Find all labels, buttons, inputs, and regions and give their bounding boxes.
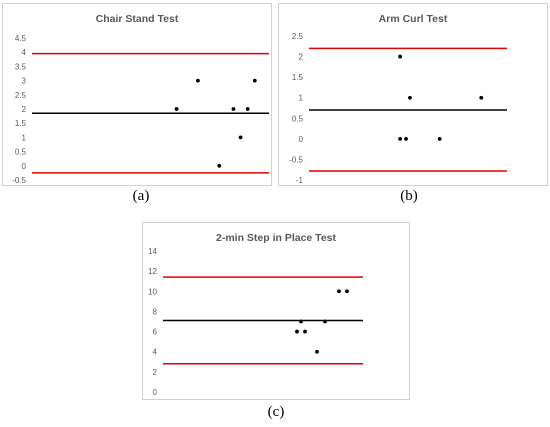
data-point [217,163,222,168]
data-point [479,95,484,100]
y-tick-label: 2 [153,368,158,377]
data-point [295,329,299,334]
y-tick-label: 3 [22,77,27,86]
y-tick-label: 1 [22,133,27,142]
chart-caption-a: (a) [132,188,150,204]
y-tick-label: -0.5 [12,176,26,185]
data-point [404,136,408,141]
y-tick-label: 4 [22,48,27,57]
y-tick-label: -0.5 [289,155,303,164]
y-tick-label: 3.5 [15,62,27,71]
chart-plot-c: 14 12 10 8 6 4 2 0 [148,247,363,397]
data-point [196,78,200,83]
y-tick-label: 2.5 [292,32,304,41]
data-point [398,54,402,59]
data-point [337,289,341,294]
y-tick-label: 0.5 [15,148,27,157]
data-point [238,135,243,140]
data-point [174,107,179,111]
data-point [437,136,442,141]
y-tick-label: 14 [148,247,157,256]
data-point [398,136,402,141]
y-tick-label: 6 [153,328,158,337]
y-tick-label: 1.5 [292,73,304,82]
y-tick-label: 1 [299,94,304,103]
data-point [245,107,250,111]
data-point [315,349,319,354]
y-tick-label: 8 [153,307,158,316]
y-tick-label: 2.5 [15,91,27,100]
chart-caption-b: (b) [400,188,418,204]
data-point [323,319,327,324]
y-tick-label: 0.5 [292,114,304,123]
data-point [303,329,307,334]
y-tick-label: 10 [148,287,157,296]
y-tick-label: 12 [148,267,157,276]
y-tick-label: 4.5 [15,34,27,43]
chart-title: 2-min Step in Place Test [215,232,336,244]
y-tick-label: -1 [296,176,304,185]
y-tick-label: 0 [22,162,27,171]
chart-plot-b: 2.5 2 1.5 1 0.5 0 -0.5 -1 [289,32,507,185]
chart-title: Arm Curl Test [378,13,448,25]
data-point [299,319,303,324]
chart-plot-a: 4.5 4 3.5 3 2.5 2 1.5 1 0.5 0 -0.5 [12,34,269,185]
chart-caption-c: (c) [267,404,285,420]
y-tick-label: 2 [299,53,304,62]
data-point [345,289,349,294]
y-tick-label: 0 [153,388,158,397]
chart-title: Chair Stand Test [95,13,179,25]
chart-panel-b: Arm Curl Test 2.5 2 1.5 1 0.5 0 -0.5 -1 [278,3,548,186]
y-tick-label: 1.5 [15,119,27,128]
chart-panel-c: 2-min Step in Place Test 14 12 10 8 6 4 2 0 [142,222,410,400]
y-tick-label: 0 [299,135,304,144]
chart-panel-a: Chair Stand Test 4.5 4 3.5 3 2.5 2 1.5 1 0.5 0 -0.… [2,3,272,186]
data-point [231,107,236,111]
y-tick-label: 2 [22,105,27,114]
data-point [408,95,412,100]
y-tick-label: 4 [153,348,158,357]
data-point [252,78,257,83]
